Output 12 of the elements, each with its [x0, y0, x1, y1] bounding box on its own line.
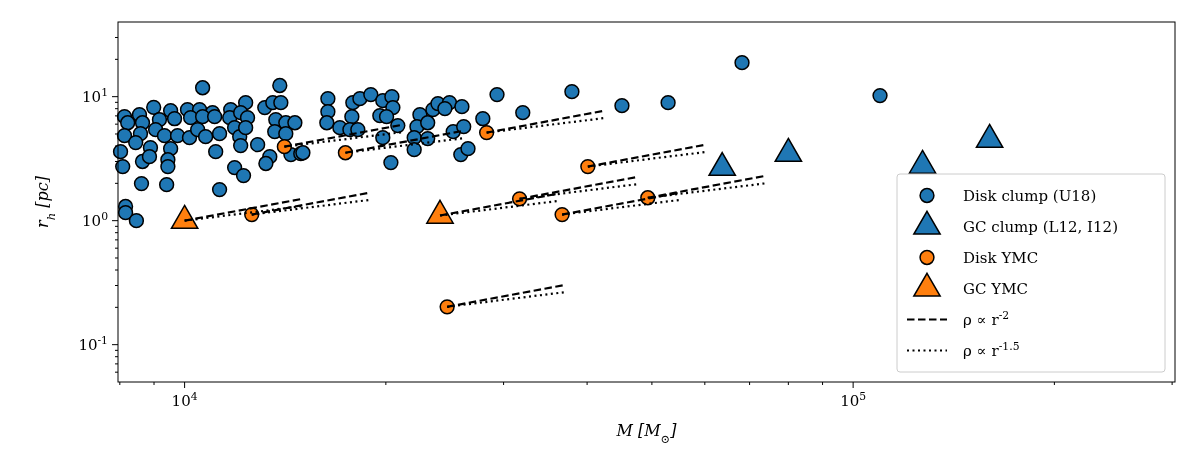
x-tick-label: 10$^{5}$	[840, 389, 867, 410]
legend-label: ρ ∝ r$^{-2}$	[963, 308, 1010, 329]
legend-label: Disk clump (U18)	[963, 186, 1097, 205]
y-tick-label: 10$^{0}$	[82, 209, 109, 230]
x-tick-label: 10$^{4}$	[171, 389, 198, 410]
legend-label: ρ ∝ r$^{-1.5}$	[963, 339, 1020, 360]
y-tick-label: 10$^{-1}$	[78, 333, 108, 354]
x-axis-title: M [M$_{⊙}$]	[615, 421, 678, 446]
legend-label: Disk YMC	[963, 248, 1039, 267]
y-tick-label: 10$^{1}$	[82, 85, 108, 106]
legend-label: GC clump (L12, I12)	[963, 217, 1118, 236]
legend-label: GC YMC	[963, 279, 1028, 298]
